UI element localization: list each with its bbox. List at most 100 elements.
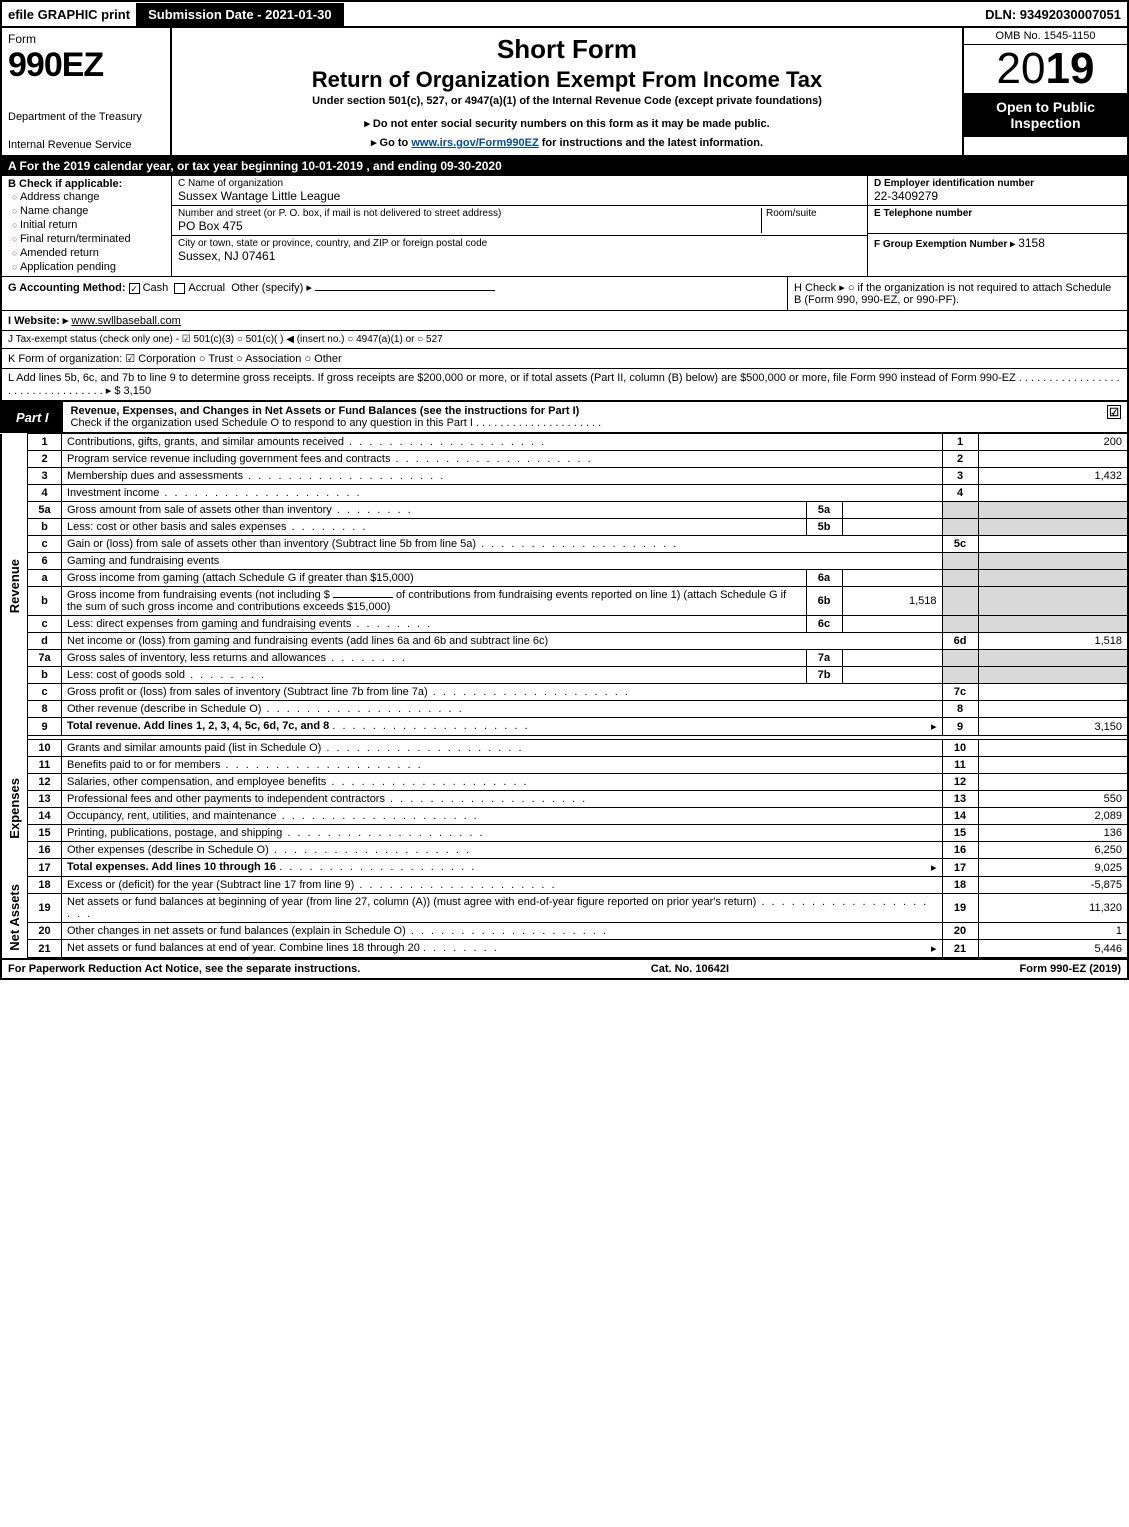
ln6b-blank[interactable] [333, 597, 393, 598]
period-line: A For the 2019 calendar year, or tax yea… [0, 157, 1129, 176]
form-number: 990EZ [8, 46, 164, 85]
ln21-amt: 5,446 [978, 940, 1128, 958]
ln5a-lno [942, 502, 978, 519]
ln21-desc: Net assets or fund balances at end of ye… [62, 940, 943, 958]
ln5a-amt [978, 502, 1128, 519]
ln6a-amt [978, 570, 1128, 587]
website-value[interactable]: www.swllbaseball.com [71, 315, 180, 327]
dln: DLN: 93492030007051 [979, 7, 1127, 22]
cash-check[interactable]: ✓ [129, 283, 140, 294]
goto-link[interactable]: www.irs.gov/Form990EZ [411, 137, 538, 149]
form-word: Form [8, 32, 164, 46]
footer-right: Form 990-EZ (2019) [1020, 963, 1121, 975]
row-g-h: G Accounting Method: ✓Cash Accrual Other… [0, 276, 1129, 310]
ln6b-inlab: 6b [806, 587, 842, 616]
ln2-amt [978, 451, 1128, 468]
efile-label[interactable]: efile GRAPHIC print [2, 7, 136, 22]
ln3-num: 3 [28, 468, 62, 485]
ln20-num: 20 [28, 923, 62, 940]
ln6b-d1: Gross income from fundraising events (no… [67, 589, 330, 601]
ln16-lno: 16 [942, 842, 978, 859]
ln21-d: Net assets or fund balances at end of ye… [67, 942, 420, 954]
schedule-b-note: H Check ▸ ○ if the organization is not r… [787, 277, 1127, 310]
ln4-amt [978, 485, 1128, 502]
ln12-lno: 12 [942, 774, 978, 791]
ln5b-desc: Less: cost or other basis and sales expe… [62, 519, 807, 536]
ln6b-inval: 1,518 [842, 587, 942, 616]
header-center: Short Form Return of Organization Exempt… [172, 28, 962, 155]
goto-post: for instructions and the latest informat… [542, 137, 763, 149]
other-label: Other (specify) ▸ [231, 282, 312, 294]
ln12-desc: Salaries, other compensation, and employ… [62, 774, 943, 791]
ln5c-lno: 5c [942, 536, 978, 553]
ln5b-amt [978, 519, 1128, 536]
ln8-num: 8 [28, 701, 62, 718]
ln14-amt: 2,089 [978, 808, 1128, 825]
ln6-num: 6 [28, 553, 62, 570]
ln13-lno: 13 [942, 791, 978, 808]
section-b: B Check if applicable: Address change Na… [2, 176, 172, 276]
accounting-method: G Accounting Method: ✓Cash Accrual Other… [2, 277, 787, 310]
ln14-lno: 14 [942, 808, 978, 825]
website-row: I Website: ▸ www.swllbaseball.com [0, 310, 1129, 330]
ln6c-inval [842, 616, 942, 633]
ln20-desc: Other changes in net assets or fund bala… [62, 923, 943, 940]
part1-bar: Part I Revenue, Expenses, and Changes in… [0, 401, 1129, 433]
part1-title-text: Revenue, Expenses, and Changes in Net As… [71, 405, 580, 417]
ln6c-inlab: 6c [806, 616, 842, 633]
ln20-lno: 20 [942, 923, 978, 940]
ln21-num: 21 [28, 940, 62, 958]
subtitle: Under section 501(c), 527, or 4947(a)(1)… [182, 95, 952, 107]
part1-check[interactable]: ☑ [1107, 405, 1121, 419]
tel-label: E Telephone number [874, 208, 1121, 219]
accrual-check[interactable] [174, 283, 185, 294]
ln14-desc: Occupancy, rent, utilities, and maintena… [62, 808, 943, 825]
ln3-amt: 1,432 [978, 468, 1128, 485]
ln7c-num: c [28, 684, 62, 701]
ln6c-lno [942, 616, 978, 633]
ln12-amt [978, 774, 1128, 791]
header-right: OMB No. 1545-1150 2019 Open to Public In… [962, 28, 1127, 155]
ln6d-lno: 6d [942, 633, 978, 650]
ln15-desc: Printing, publications, postage, and shi… [62, 825, 943, 842]
ln18-amt: -5,875 [978, 877, 1128, 894]
ln4-num: 4 [28, 485, 62, 502]
ln6d-amt: 1,518 [978, 633, 1128, 650]
ln9-amt: 3,150 [978, 718, 1128, 736]
cb-final-return[interactable]: Final return/terminated [8, 232, 165, 246]
ln7b-amt [978, 667, 1128, 684]
cb-amended[interactable]: Amended return [8, 246, 165, 260]
street-label: Number and street (or P. O. box, if mail… [178, 208, 761, 219]
cb-address-change[interactable]: Address change [8, 190, 165, 204]
section-c: C Name of organization Sussex Wantage Li… [172, 176, 867, 276]
cb-pending[interactable]: Application pending [8, 260, 165, 274]
ln17-num: 17 [28, 859, 62, 877]
ln16-num: 16 [28, 842, 62, 859]
cb-name-change[interactable]: Name change [8, 204, 165, 218]
ln5b-lno [942, 519, 978, 536]
ln5c-amt [978, 536, 1128, 553]
ln6a-lno [942, 570, 978, 587]
ln13-num: 13 [28, 791, 62, 808]
ln16-amt: 6,250 [978, 842, 1128, 859]
ln13-amt: 550 [978, 791, 1128, 808]
title-long: Return of Organization Exempt From Incom… [182, 67, 952, 93]
ln11-amt [978, 757, 1128, 774]
ln8-lno: 8 [942, 701, 978, 718]
other-input[interactable] [315, 290, 495, 291]
city: Sussex, NJ 07461 [178, 249, 861, 263]
cb-initial-return[interactable]: Initial return [8, 218, 165, 232]
website-label: I Website: ▸ [8, 315, 68, 327]
part1-label: Part I [2, 407, 63, 428]
ln1-amt: 200 [978, 434, 1128, 451]
ln15-amt: 136 [978, 825, 1128, 842]
section-b-label: B Check if applicable: [8, 178, 122, 190]
ln6d-num: d [28, 633, 62, 650]
ln6c-num: c [28, 616, 62, 633]
footer-mid: Cat. No. 10642I [651, 963, 729, 975]
irs: Internal Revenue Service [8, 139, 164, 151]
ln6-lno [942, 553, 978, 570]
do-not-note: ▸ Do not enter social security numbers o… [182, 117, 952, 130]
ein: 22-3409279 [874, 189, 1121, 203]
ln6b-desc: Gross income from fundraising events (no… [62, 587, 807, 616]
